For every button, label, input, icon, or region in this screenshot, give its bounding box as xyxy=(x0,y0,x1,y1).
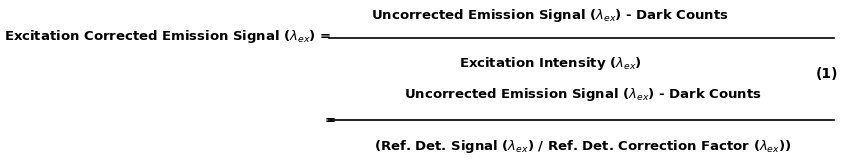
Text: Uncorrected Emission Signal ($\lambda_{ex}$) - Dark Counts: Uncorrected Emission Signal ($\lambda_{e… xyxy=(370,7,728,24)
Text: =: = xyxy=(325,114,335,127)
Text: Excitation Corrected Emission Signal ($\lambda_{ex}$) =: Excitation Corrected Emission Signal ($\… xyxy=(4,28,331,46)
Text: (Ref. Det. Signal ($\lambda_{ex}$) / Ref. Det. Correction Factor ($\lambda_{ex}$: (Ref. Det. Signal ($\lambda_{ex}$) / Ref… xyxy=(374,138,790,155)
Text: Excitation Intensity ($\lambda_{ex}$): Excitation Intensity ($\lambda_{ex}$) xyxy=(458,55,641,72)
Text: Uncorrected Emission Signal ($\lambda_{ex}$) - Dark Counts: Uncorrected Emission Signal ($\lambda_{e… xyxy=(403,86,761,103)
Text: (1): (1) xyxy=(815,67,837,81)
